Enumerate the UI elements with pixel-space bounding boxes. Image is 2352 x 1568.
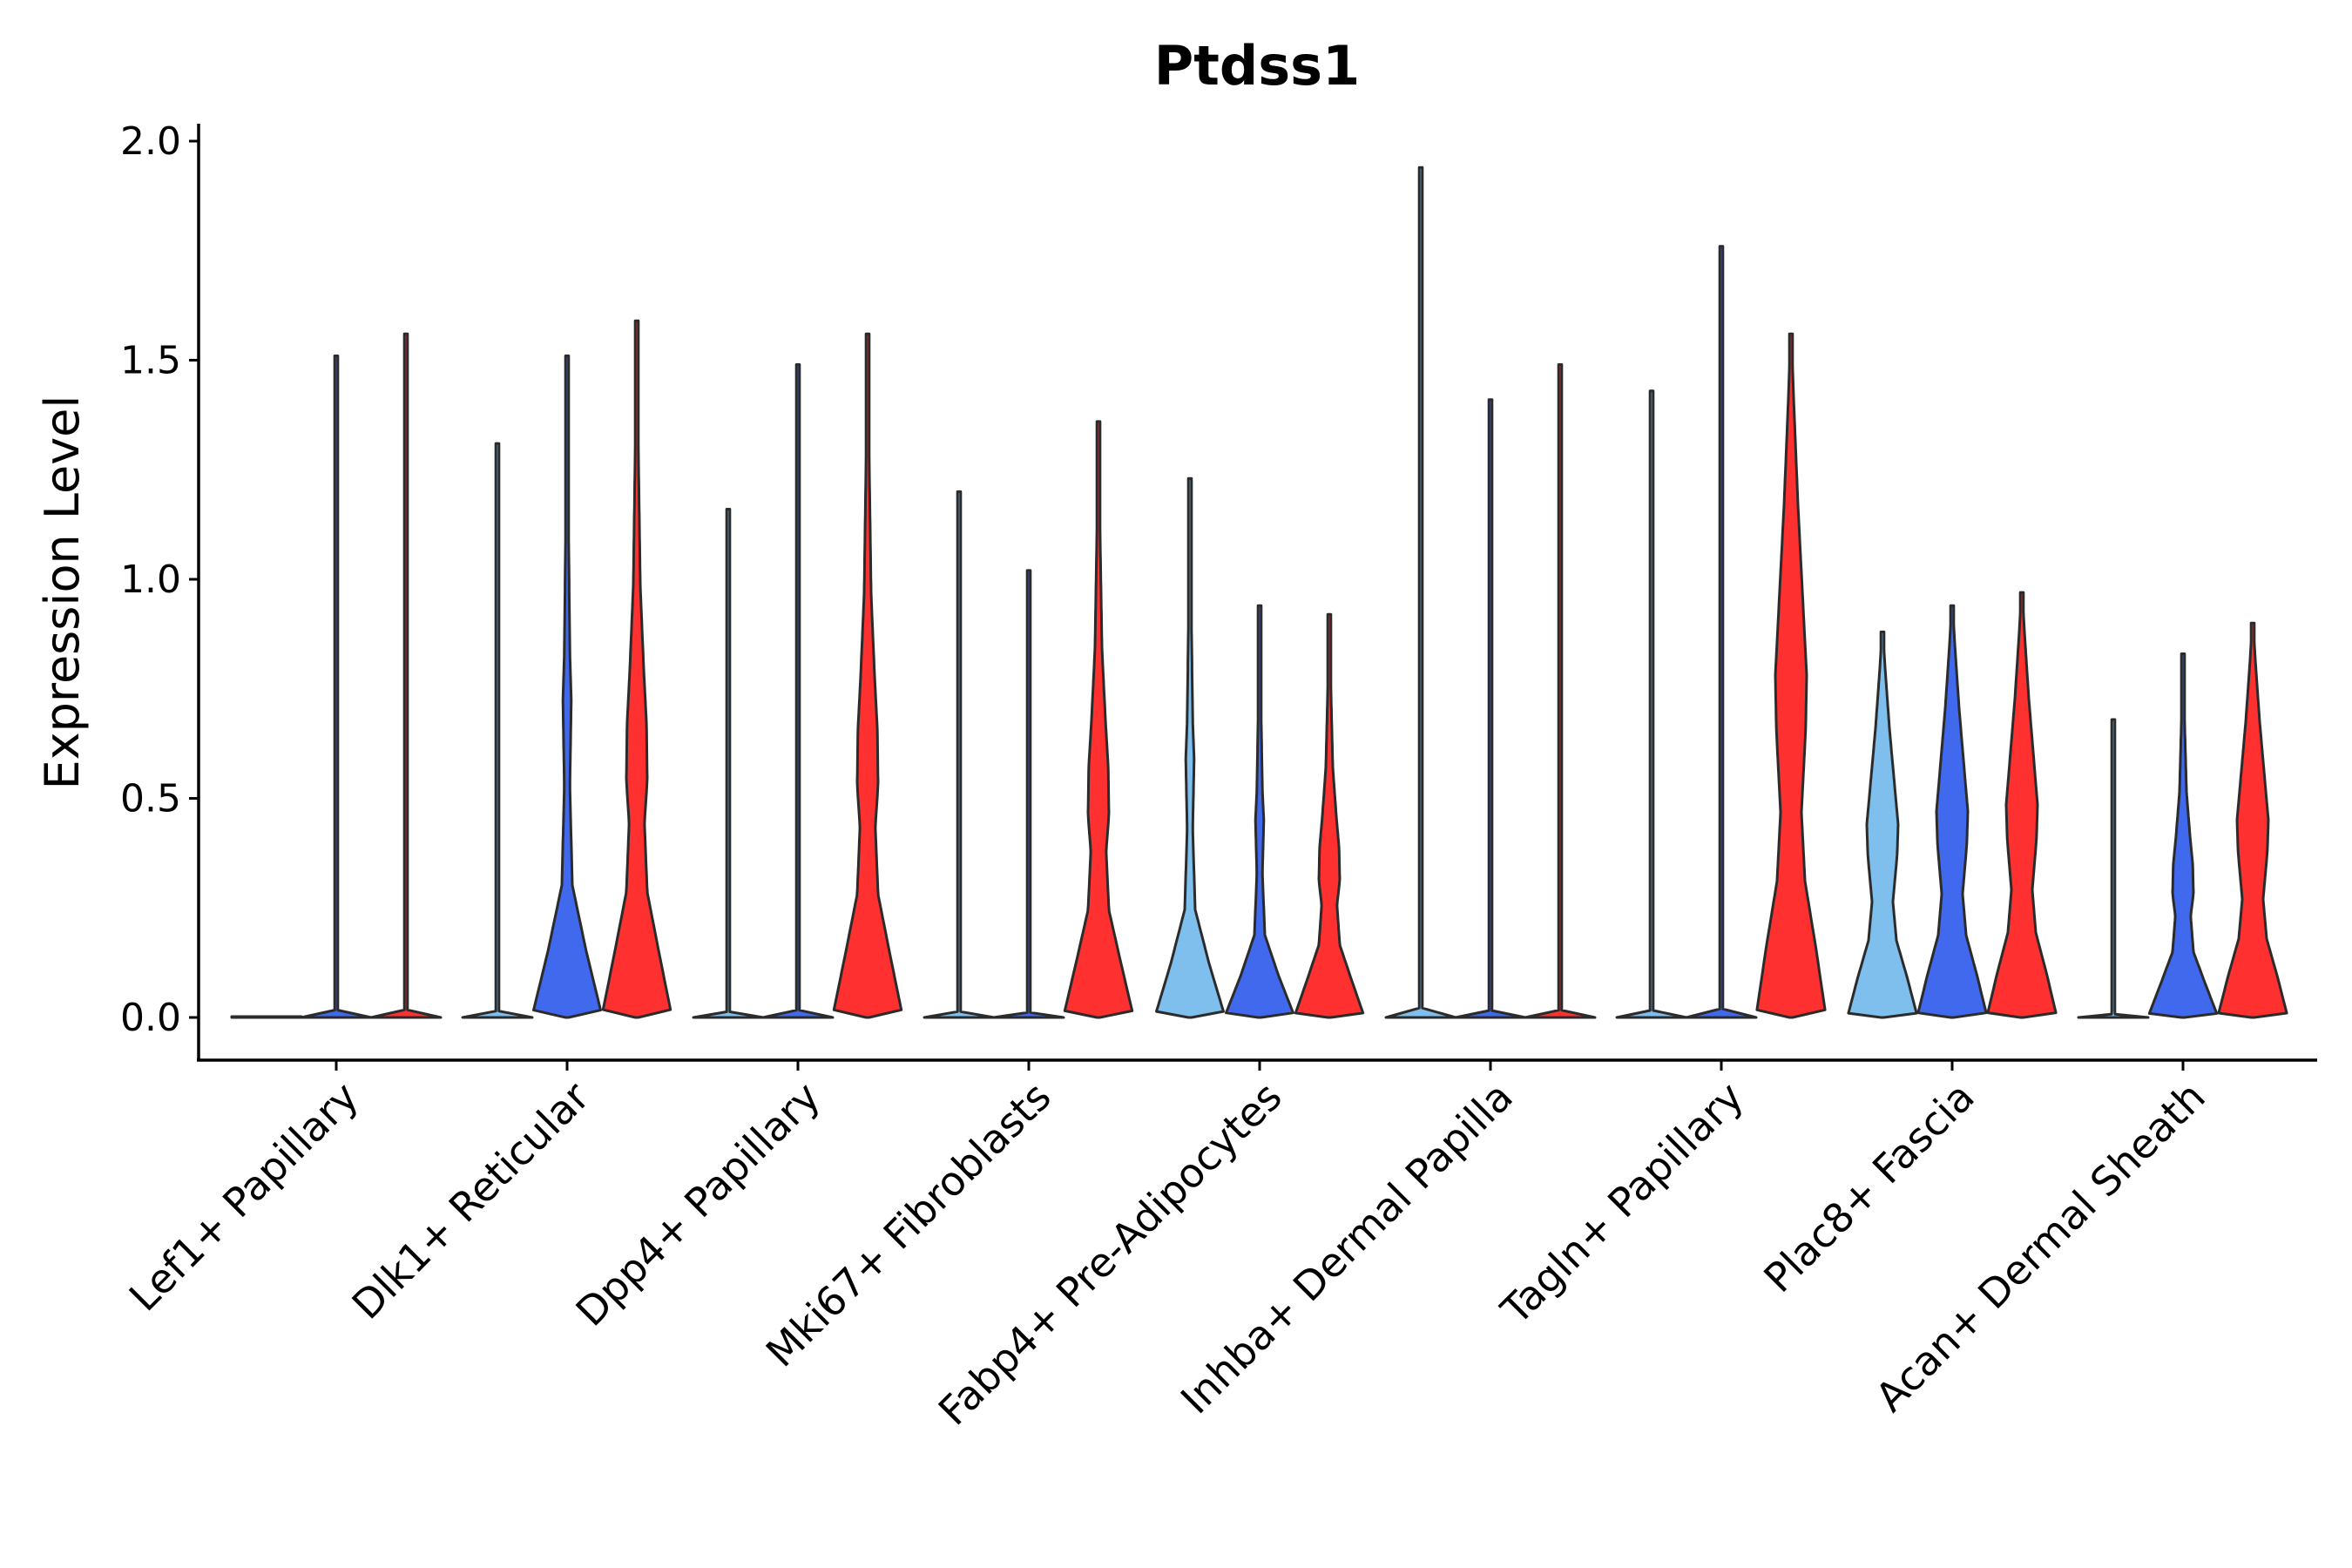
y-tick-label: 0.0 <box>120 996 181 1040</box>
violin-2-3 <box>601 319 672 1019</box>
violin-4-3 <box>1063 420 1134 1019</box>
violin-5-1 <box>1155 476 1225 1019</box>
x-tick-label: Dpp4+ Papillary <box>567 1073 829 1335</box>
violin-9-1 <box>2077 718 2150 1019</box>
violin-4-2 <box>992 569 1065 1019</box>
y-axis-ticks: 0.0 0.5 1.0 1.5 2.0 <box>120 119 199 1040</box>
y-tick-label: 1.0 <box>120 558 181 602</box>
violin-6-2 <box>1454 398 1527 1019</box>
violin-9-2 <box>2147 652 2219 1019</box>
y-tick-label: 1.5 <box>120 339 181 383</box>
violin-8-2 <box>1916 604 1988 1019</box>
violin-7-1 <box>1615 389 1688 1019</box>
violin-6-1 <box>1384 166 1457 1019</box>
violin-3-1 <box>692 508 765 1019</box>
y-tick-label: 0.5 <box>120 777 181 821</box>
x-tick-label: Dlk1+ Reticular <box>343 1073 598 1328</box>
x-tick-label: Plac8+ Fascia <box>1754 1073 1983 1301</box>
violin-4-1 <box>923 490 996 1019</box>
violin-6-3 <box>1524 363 1597 1019</box>
x-tick-label: Lef1+ Papillary <box>120 1073 368 1321</box>
plot-area <box>230 166 2288 1019</box>
y-tick-label: 2.0 <box>120 119 181 164</box>
violin-2-2 <box>532 355 602 1019</box>
violin-3-2 <box>761 363 835 1019</box>
violin-3-3 <box>832 332 903 1019</box>
violin-2-1 <box>461 442 534 1019</box>
violin-9-3 <box>2217 621 2288 1019</box>
violin-1-3 <box>369 332 443 1019</box>
violin-7-3 <box>1755 332 1827 1019</box>
chart-title: Ptdss1 <box>1154 34 1360 98</box>
x-tick-label: Tagln+ Papillary <box>1491 1073 1753 1335</box>
y-axis-label: Expression Level <box>35 395 90 790</box>
violin-1-2 <box>300 355 373 1019</box>
violin-5-3 <box>1294 612 1365 1019</box>
violin-7-2 <box>1685 245 1758 1019</box>
violin-5-2 <box>1225 604 1294 1019</box>
violin-8-1 <box>1847 630 1918 1019</box>
violin-8-3 <box>1986 591 2058 1019</box>
